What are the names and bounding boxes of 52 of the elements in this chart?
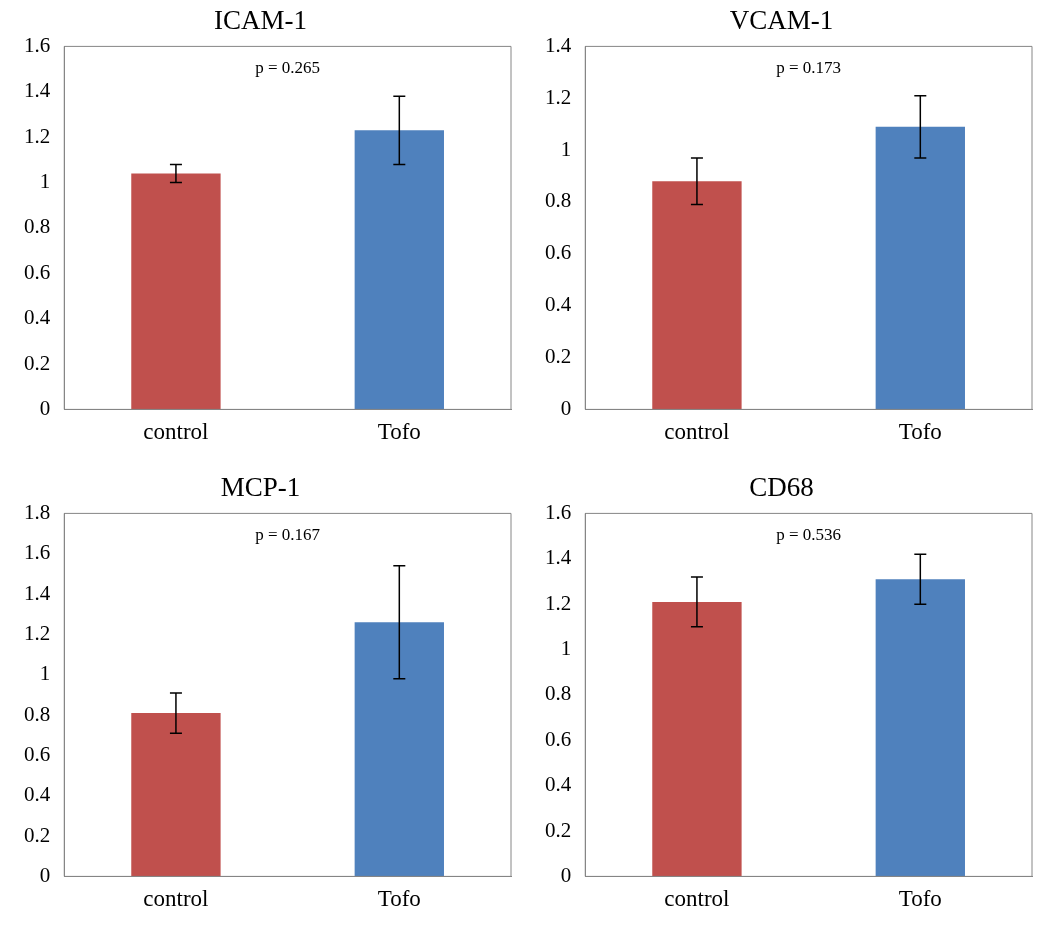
y-tick-label: 0.6 [24, 259, 51, 284]
y-tick-label: 1.4 [545, 32, 572, 57]
y-tick-label: 0.6 [24, 741, 51, 766]
chart-title: ICAM-1 [214, 5, 307, 36]
y-tick-label: 0 [560, 862, 572, 887]
x-tick-label: Tofo [377, 886, 421, 912]
y-tick-label: 0.8 [545, 681, 572, 706]
y-tick-label: 1.6 [24, 32, 51, 57]
chart-title: MCP-1 [220, 472, 301, 503]
y-tick-label: 0.4 [24, 305, 51, 330]
y-tick-label: 1.4 [24, 580, 51, 605]
x-tick-label: control [143, 419, 209, 445]
y-tick-label: 1 [560, 136, 572, 161]
x-tick-label: Tofo [898, 886, 942, 912]
y-tick-label: 0.2 [545, 817, 572, 842]
y-tick-label: 0.8 [545, 188, 572, 213]
y-tick-label: 0 [39, 862, 51, 887]
y-tick-label: 0.6 [545, 240, 572, 265]
annotation: p = 0.167 [255, 525, 321, 545]
y-tick-label: 1 [560, 636, 572, 661]
y-tick-label: 1.6 [545, 499, 572, 524]
y-tick-label: 1.6 [24, 540, 51, 565]
x-tick-label: Tofo [377, 419, 421, 445]
y-tick-label: 1.2 [24, 620, 51, 645]
y-tick-label: 1.8 [24, 499, 51, 524]
annotation: p = 0.536 [776, 525, 842, 545]
y-tick-label: 0.6 [545, 726, 572, 751]
x-tick-label: control [143, 886, 209, 912]
y-tick-label: 1.2 [545, 84, 572, 109]
y-tick-label: 0.2 [24, 350, 51, 375]
annotation: p = 0.173 [776, 58, 842, 78]
x-tick-label: control [664, 419, 730, 445]
y-tick-label: 1 [39, 661, 51, 686]
y-tick-label: 1.2 [24, 123, 51, 148]
y-tick-label: 1.2 [545, 590, 572, 615]
y-tick-label: 0.4 [24, 782, 51, 807]
y-tick-label: 1.4 [24, 78, 51, 103]
x-tick-label: Tofo [898, 419, 942, 445]
y-tick-label: 1.4 [545, 545, 572, 570]
y-tick-label: 0 [560, 395, 572, 420]
chart-title: VCAM-1 [729, 5, 834, 36]
chart-title: CD68 [749, 472, 814, 503]
annotation: p = 0.265 [255, 58, 321, 78]
y-tick-label: 0.8 [24, 701, 51, 726]
y-tick-label: 0 [39, 395, 51, 420]
y-tick-label: 0.4 [545, 292, 572, 317]
y-tick-label: 0.4 [545, 772, 572, 797]
y-tick-label: 0.2 [545, 344, 572, 369]
y-tick-label: 1 [39, 169, 51, 194]
x-tick-label: control [664, 886, 730, 912]
y-tick-label: 0.2 [24, 822, 51, 847]
y-tick-label: 0.8 [24, 214, 51, 239]
